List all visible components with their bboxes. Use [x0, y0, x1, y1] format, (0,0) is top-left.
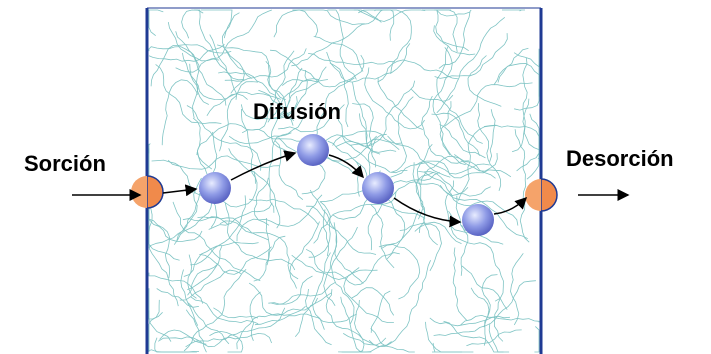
diffusion-label: Difusión — [253, 99, 341, 124]
diagram: Sorción Difusión Desorción — [0, 0, 711, 354]
molecule — [199, 172, 231, 204]
molecule — [462, 204, 494, 236]
desorbed-molecule — [541, 179, 557, 211]
molecule — [362, 172, 394, 204]
desorption-label: Desorción — [566, 146, 674, 171]
sorption-label: Sorción — [24, 151, 106, 176]
sorbed-molecule-outside — [131, 176, 147, 208]
molecule — [297, 134, 329, 166]
